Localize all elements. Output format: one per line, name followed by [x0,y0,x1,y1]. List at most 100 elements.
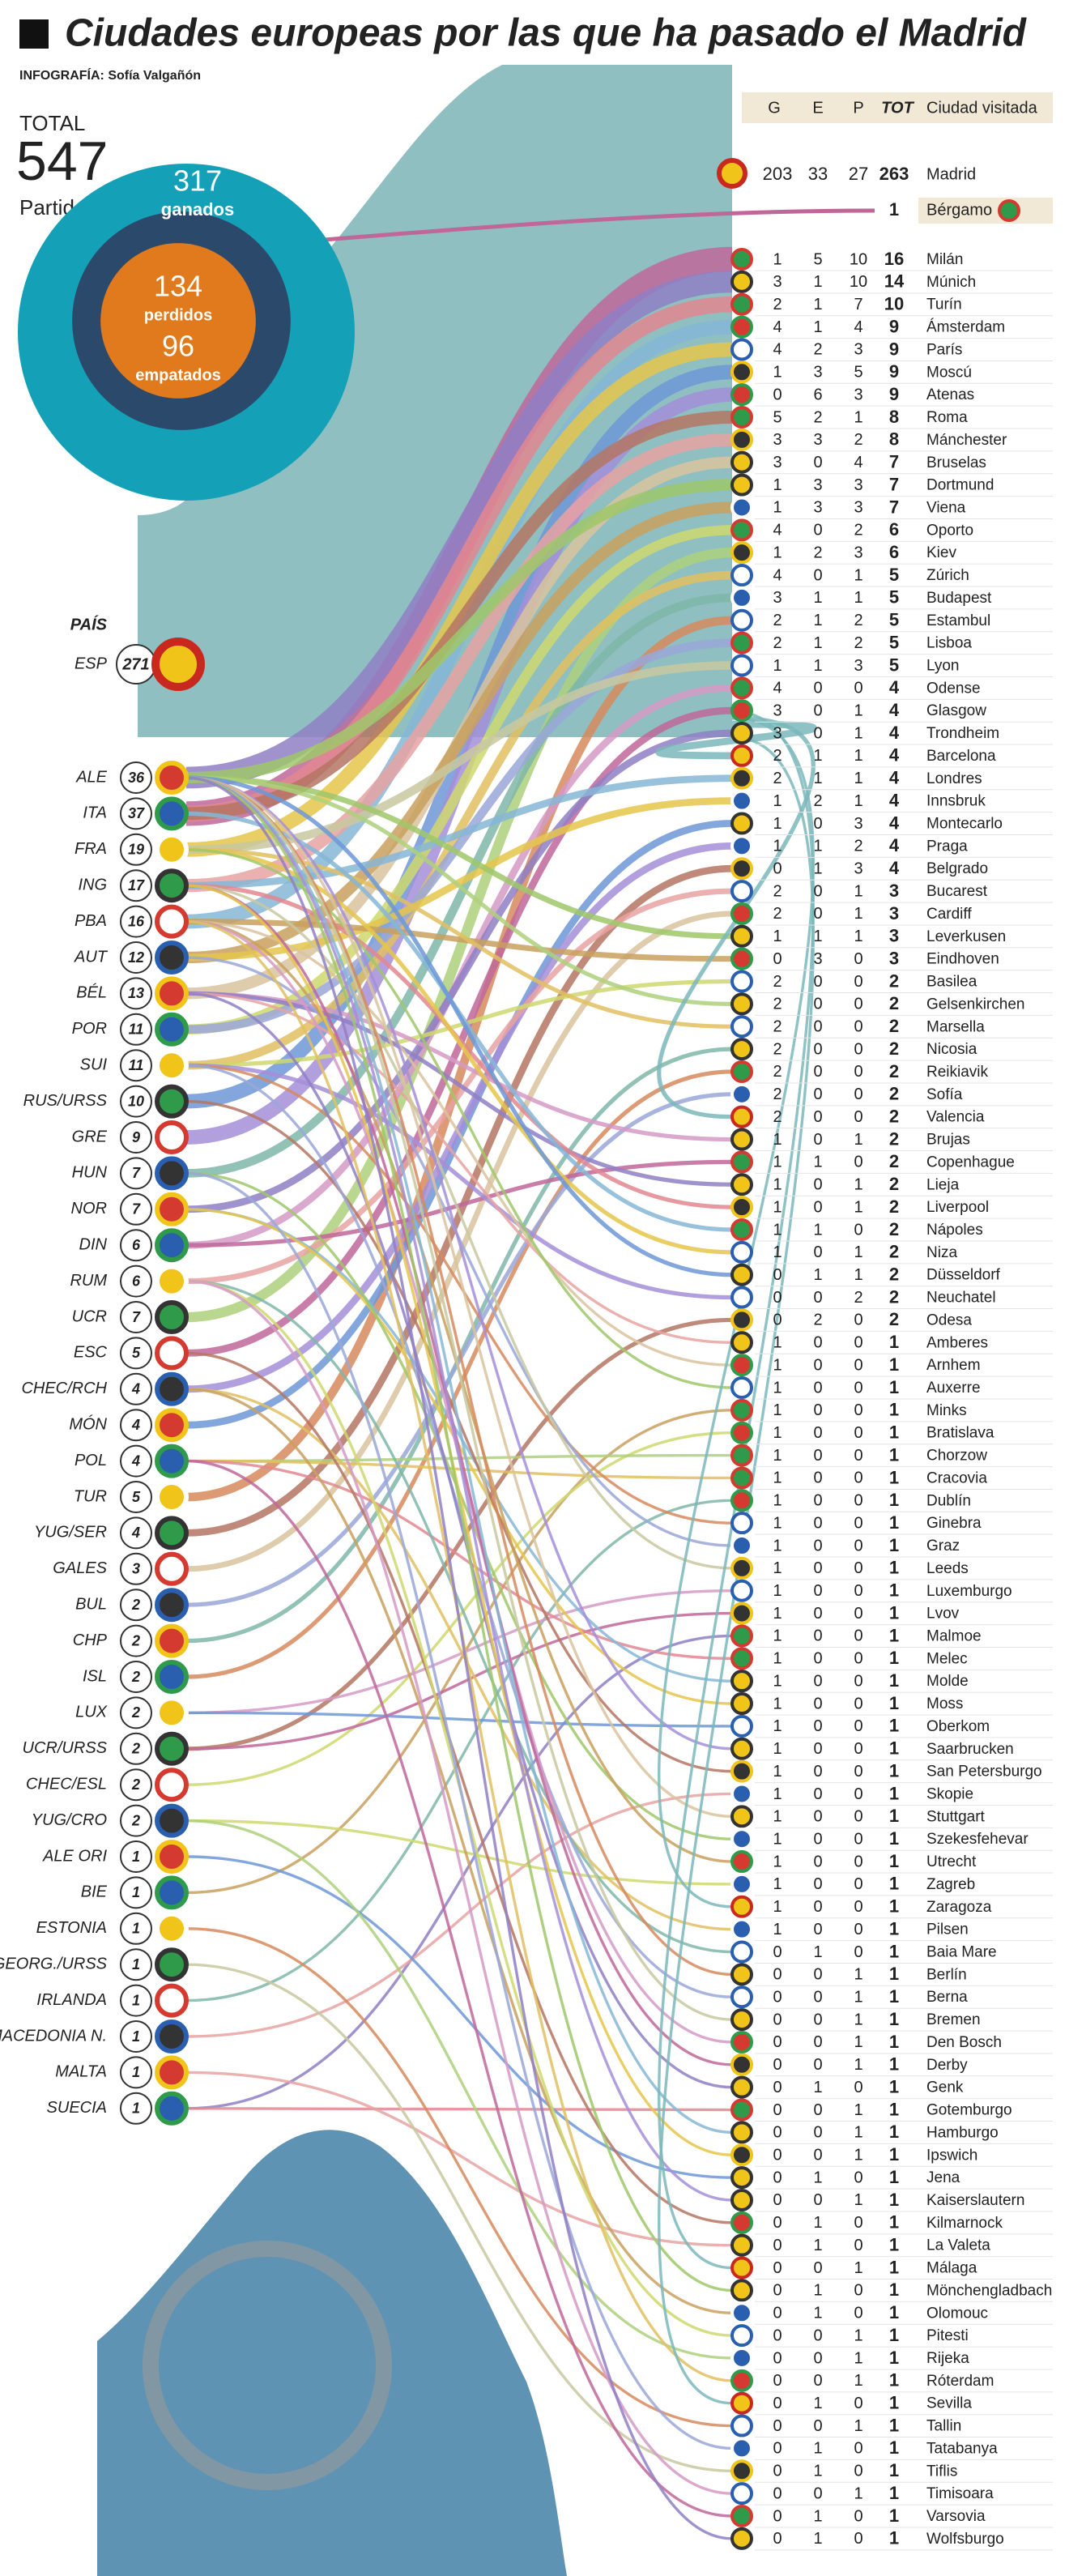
flow-line [185,774,733,940]
cell-p: 0 [854,1830,862,1848]
flag [730,315,753,339]
cell-g: 1 [773,1537,782,1555]
cell-g: 1 [773,928,782,945]
flag [730,2233,753,2257]
flag [730,586,753,609]
country-count-circle [120,1624,152,1657]
cell-p: 1 [854,928,862,945]
flag [730,496,753,519]
city-name: Gelsenkirchen [926,996,1024,1013]
flag [730,541,753,565]
cell-e: 0 [813,1853,822,1870]
country-label: POR [72,1020,107,1038]
flow-line [658,710,815,2270]
cell-p: 0 [854,2214,862,2232]
city-name: Derby [926,2057,968,2074]
flag [730,1828,753,1851]
cell-p: 1 [854,747,862,765]
cell-g: 5 [773,408,782,426]
flag [730,654,753,677]
cell-p: 3 [854,544,862,561]
cell-p: 0 [854,1943,862,1961]
cell-p: 0 [854,2463,862,2480]
flow-line [185,1963,733,2472]
cell-g: 3 [773,273,782,291]
column-header: Ciudad visitada [926,99,1038,117]
cell-e: 1 [813,612,822,629]
cell-tot: 4 [889,835,900,855]
city-name: Auxerre [926,1380,981,1397]
city-name: Arnhem [926,1357,981,1374]
cell-g: 0 [773,2372,782,2390]
flag [730,1579,753,1602]
flag [730,722,753,745]
city-name: Zaragoza [926,1899,992,1916]
flag [730,1782,753,1806]
country-count-circle [120,977,152,1010]
country-count: 2 [131,1632,140,1648]
country-label: GALES [53,1559,107,1577]
flag [730,564,753,587]
cell-e: 2 [813,408,822,426]
cell-e: 0 [813,2147,822,2164]
cell-g: 1 [773,1379,782,1397]
country-label: SUECIA [47,2099,107,2117]
country-label: HUN [72,1164,108,1182]
city-name: Kaiserslautern [926,2192,1024,2209]
flag [730,699,753,723]
city-name: Timisoara [926,2485,994,2502]
cell-e: 0 [813,522,822,540]
cell-e: 0 [813,1672,822,1690]
cell-g: 1 [773,1582,782,1600]
city-name: Pilsen [926,1921,969,1938]
country-label: POL [75,1452,107,1469]
city-name: Chorzow [926,1448,987,1465]
cell-tot: 9 [889,339,899,359]
flow-line [185,1092,733,1607]
flag [155,1048,189,1083]
city-name: Praga [926,838,968,855]
country-count-circle [120,1768,152,1802]
country-count: 1 [132,1884,140,1900]
flag [730,1354,753,1377]
flow-line [185,1388,733,2314]
flag [730,360,753,384]
flow-line [185,593,733,1178]
cell-e: 2 [813,792,822,810]
country-label: MÓN [69,1414,107,1433]
country-count-circle [120,1661,152,1693]
cell-g: 4 [773,522,782,540]
country-label: CHEC/ESL [26,1775,107,1793]
cell-e: 1 [813,860,822,878]
country-count-circle [120,1372,152,1405]
flow-line [185,2071,733,2247]
cell-tot: 1 [889,2076,899,2096]
cell-tot: 1 [889,1851,899,1871]
country-count-circle [120,941,152,974]
country-count: 2 [131,1812,140,1828]
cell-p: 2 [854,431,862,449]
city-name: Nicosia [926,1041,977,1058]
flag [730,2166,753,2190]
cell-p: 0 [854,996,862,1013]
flag [155,940,189,975]
country-label: ALE ORI [42,1847,107,1865]
city-name: Bérgamo [926,201,992,219]
cell-g: 1 [773,499,782,517]
cell-e: 0 [813,1018,822,1036]
cell-p: 0 [854,1514,862,1532]
cell-g: 4 [773,566,782,584]
cell-e: 1 [813,2507,822,2525]
cell-p: 1 [854,1198,862,1216]
cell-e: 0 [813,1830,822,1848]
cell-p: 0 [854,1401,862,1419]
cell-e: 0 [813,680,822,697]
country-count-circle [120,1337,152,1370]
cell-e: 1 [813,2079,822,2096]
country-count: 1 [132,2028,140,2045]
city-name: Genk [926,2079,964,2096]
country-count: 17 [128,877,145,893]
flow-line [185,1279,733,2495]
cell-p: 0 [854,2395,862,2412]
cell-tot: 1 [889,1512,899,1533]
